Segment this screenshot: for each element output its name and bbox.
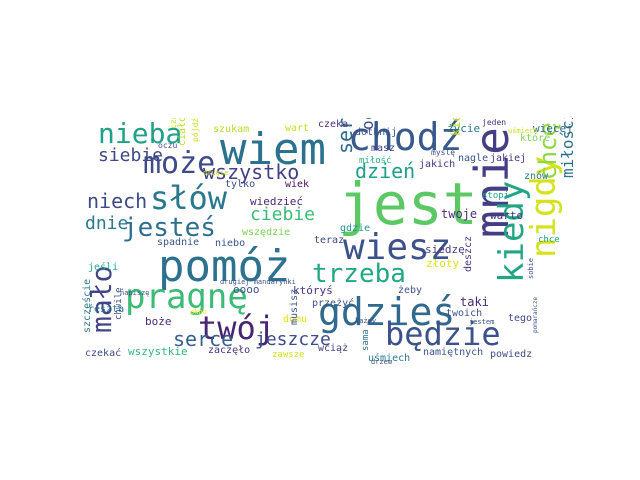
word-nagle: nagle — [458, 153, 489, 164]
word-jakiej: jakiej — [490, 153, 527, 164]
word-czeka: czeka — [318, 119, 349, 130]
word-cialo: ciało — [177, 118, 188, 146]
word-domu: domu — [283, 314, 308, 325]
word-mysle: myślę — [431, 148, 456, 157]
word-trzeba: trzeba — [312, 259, 406, 289]
word-boze: boże — [145, 315, 172, 328]
word-niebo: niebo — [215, 238, 246, 249]
word-masz: masz — [371, 143, 396, 154]
word-wciaz: wciąż — [318, 343, 349, 354]
word-wiem: wiem — [220, 124, 326, 175]
word-wiecej: więcej — [533, 122, 573, 135]
word-sobie: sobie — [527, 257, 535, 279]
word-wiek: wiek — [285, 179, 310, 190]
word-moze: może — [143, 146, 216, 181]
word-twoj: twój — [198, 309, 276, 347]
word-reszta: reszta — [88, 304, 125, 315]
word-ciebie: ciebie — [250, 204, 316, 225]
word-sama: sama — [361, 329, 371, 351]
word-taki: taki — [460, 295, 489, 309]
word-siebie: siebie — [98, 145, 164, 166]
word-wszedzie: wszędzie — [242, 227, 291, 238]
word-milosc: miłość — [359, 156, 392, 166]
word-gdzies: gdzieś — [318, 290, 456, 334]
word-chodz: chodź — [348, 118, 463, 159]
word-wart: wart — [285, 123, 310, 134]
word-napisze: napiszę — [120, 289, 150, 297]
word-warto: warto — [490, 209, 524, 222]
word-slow: słów — [150, 179, 228, 217]
word-wszystko: wszystko — [203, 160, 300, 184]
word-czekac: czekać — [85, 348, 122, 359]
word-teraz: teraz — [314, 235, 345, 246]
word-twoje: twoje — [441, 207, 478, 221]
word-gdzie: gdzie — [340, 223, 371, 234]
word-stopi: stopi — [482, 191, 510, 201]
word-jestes: jesteś — [122, 213, 216, 243]
word-ktorys: któryś — [293, 284, 333, 297]
word-usmiech: uśmiech — [368, 353, 411, 364]
word-przezyc: przeżyć — [312, 298, 355, 309]
word-zaczelo: zaczęło — [208, 345, 251, 356]
word-siedze: siedzę — [425, 243, 465, 256]
word-wiesz: wiesz — [343, 227, 452, 268]
word-spadnie: spadnie — [157, 237, 200, 248]
word-powiedz: powiedz — [490, 349, 533, 360]
word-jeszcze: jeszcze — [255, 329, 331, 350]
word-zawsze: zawsze — [272, 350, 305, 360]
word-namietnych: namiętnych — [423, 347, 484, 358]
word-oczu: oczu — [158, 141, 178, 150]
word-pomarancze: pomarańcze — [532, 296, 539, 333]
word-cloud: jest mnie wiem pomóż chodź gdzieś wiesz … — [80, 118, 575, 365]
word-drzew: drzew — [371, 358, 393, 366]
word-jest: jest — [338, 170, 478, 238]
word-usmiech-small: uśmiech — [508, 127, 538, 135]
word-serce: serce — [173, 327, 234, 351]
word-dotknij: dotknij — [355, 127, 398, 138]
word-zeby: żeby — [398, 285, 423, 296]
word-szczescie: szczęście — [82, 278, 93, 333]
word-okno: okno — [190, 308, 207, 316]
word-jeden: jeden — [482, 118, 507, 127]
word-kazdy: każdy — [355, 317, 377, 325]
word-mandarynki: drugiej mandarynki — [220, 278, 296, 286]
word-tylko: tylko — [225, 179, 256, 190]
word-musisz: musisz — [289, 288, 300, 325]
word-kiedy-small: kiedy — [449, 118, 463, 136]
word-drugie: drugie — [203, 169, 229, 177]
word-pojdz: pójdź — [191, 118, 200, 142]
word-chce-small: chce — [538, 235, 560, 245]
word-jakich: jakich — [419, 159, 456, 170]
word-zycie: życie — [447, 122, 481, 135]
word-deszcz: deszcz — [463, 235, 474, 272]
word-jesli: jeśli — [88, 262, 119, 273]
word-twoich: twoich — [446, 308, 483, 319]
word-ktore: które — [520, 133, 551, 144]
word-oooo: oooo — [233, 283, 260, 296]
word-nieba: nieba — [98, 118, 183, 150]
word-dzien: dzień — [355, 159, 416, 183]
word-dnie: dnie — [85, 213, 129, 234]
word-wiedziec: wiedzieć — [250, 195, 303, 208]
word-jestem: jestem — [469, 318, 495, 326]
word-tego: tego — [508, 313, 533, 324]
word-bedzie: będzie — [385, 315, 501, 353]
word-znow: znów — [524, 171, 549, 182]
word-niech: niech — [87, 189, 148, 213]
word-szukam: szukam — [213, 124, 250, 135]
word-pomoz: pomóż — [158, 241, 291, 292]
word-pragne: pragnę — [125, 277, 248, 317]
word-wszystkie: wszystkie — [128, 345, 188, 358]
word-czasu: czasu — [169, 118, 178, 129]
word-zloty: złoty — [426, 257, 460, 270]
